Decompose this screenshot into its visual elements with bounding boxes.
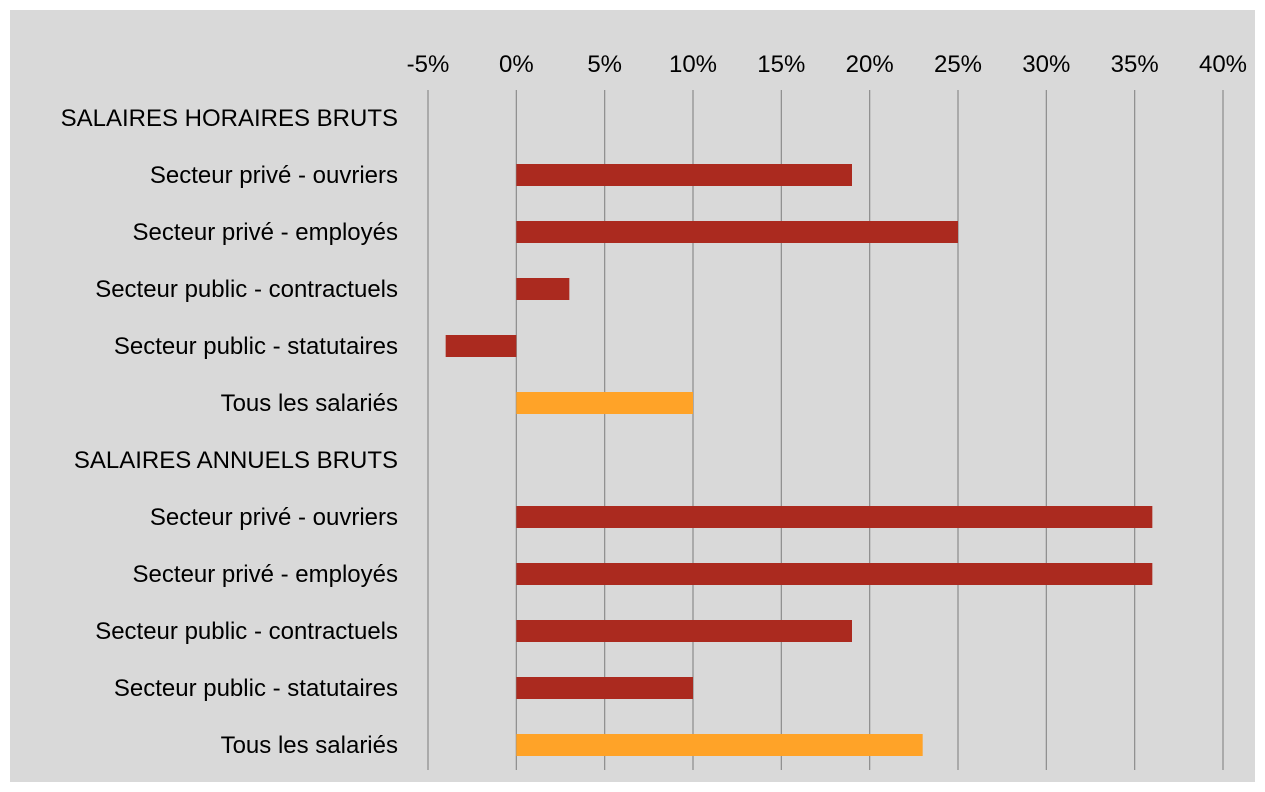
category-label: Tous les salariés [221,732,398,759]
category-label: Secteur privé - employés [133,219,398,246]
bars [445,164,1153,756]
bar [516,734,923,756]
category-label: Tous les salariés [221,390,398,417]
bar [516,620,852,642]
x-tick-label: 40% [1199,51,1247,78]
category-label: Secteur public - statutaires [114,675,398,702]
category-label: Secteur public - statutaires [114,333,398,360]
x-tick-label: 10% [669,51,717,78]
x-tick-label: 20% [846,51,894,78]
category-labels: SALAIRES HORAIRES BRUTS Secteur privé - o… [61,105,398,759]
category-label: SALAIRES ANNUELS BRUTS [74,447,398,474]
x-tick-label: -5% [407,51,450,78]
bar [445,335,517,357]
category-label: SALAIRES HORAIRES BRUTS [61,105,398,132]
x-tick-label: 30% [1022,51,1070,78]
category-label: Secteur public - contractuels [95,276,398,303]
x-tick-label: 25% [934,51,982,78]
x-tick-label: 5% [587,51,622,78]
bar [516,563,1153,585]
bar [516,221,958,243]
gridlines [427,90,1224,770]
x-tick-labels: -5% 0% 5% 10% 15% 20% 25% 30% 35% 40% [407,51,1247,78]
bar-chart: -5% 0% 5% 10% 15% 20% 25% 30% 35% 40% SALAIRES HO… [61,51,1247,770]
bar [516,677,693,699]
bar [516,278,570,300]
category-label: Secteur privé - ouvriers [150,162,398,189]
bar [516,392,693,414]
category-label: Secteur privé - employés [133,561,398,588]
bar [516,164,852,186]
category-label: Secteur privé - ouvriers [150,504,398,531]
chart-area: -5% 0% 5% 10% 15% 20% 25% 30% 35% 40% SALAIRES HO… [10,10,1255,782]
bar [516,506,1153,528]
x-tick-label: 0% [499,51,534,78]
category-label: Secteur public - contractuels [95,618,398,645]
x-tick-label: 35% [1111,51,1159,78]
x-tick-label: 15% [757,51,805,78]
